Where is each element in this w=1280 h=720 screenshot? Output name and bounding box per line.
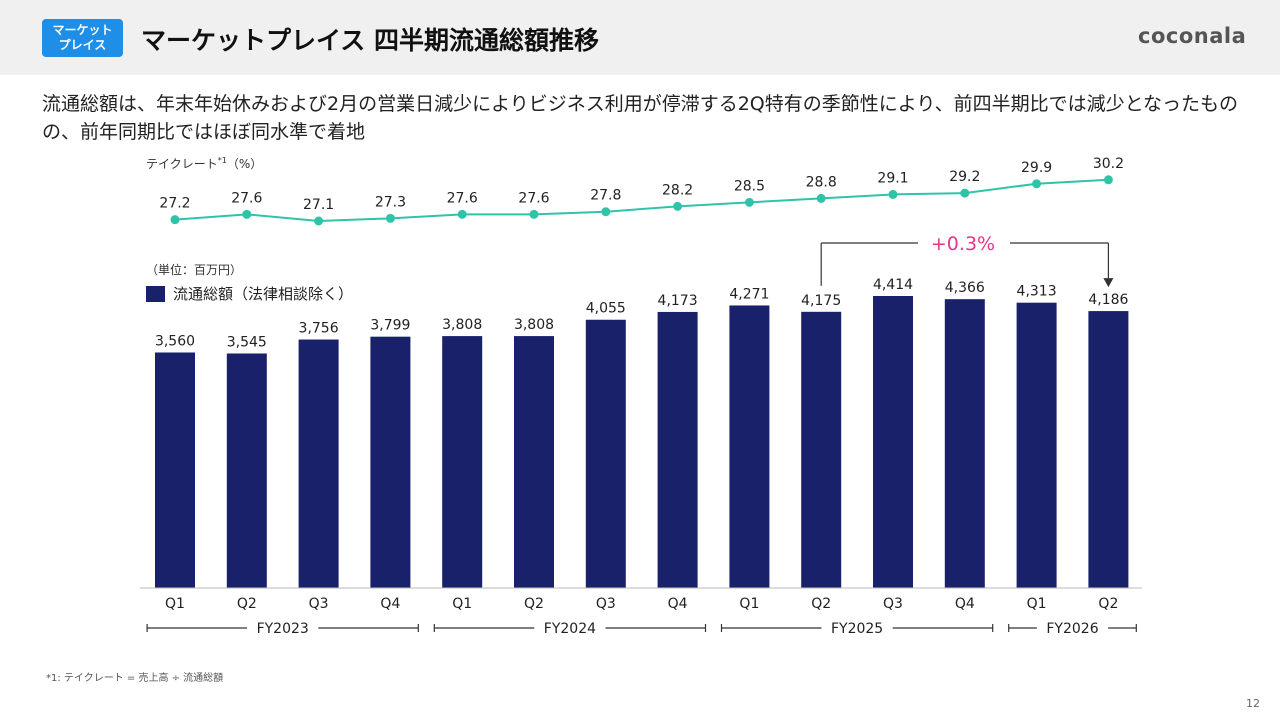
bar-value-label: 3,756	[299, 321, 339, 337]
footnote: *1: テイクレート = 売上高 ÷ 流通総額	[46, 673, 224, 684]
take-rate-point	[529, 209, 539, 219]
bar-14	[1088, 311, 1129, 588]
bar-value-label: 3,560	[155, 333, 195, 349]
take-rate-point	[385, 213, 395, 223]
annotation-arrow-head	[1103, 278, 1114, 288]
take-rate-value-label: 27.6	[518, 190, 549, 206]
bar-value-label: 4,175	[801, 293, 841, 309]
x-tick-label: Q3	[596, 596, 616, 612]
bar-value-label: 3,799	[370, 318, 410, 334]
bar-value-label: 4,366	[945, 280, 985, 296]
take-rate-value-label: 27.6	[447, 190, 478, 206]
take-rate-value-label: 30.2	[1093, 156, 1124, 172]
take-rate-point	[242, 209, 252, 219]
bar-value-label: 4,186	[1088, 292, 1128, 308]
x-tick-label: Q4	[380, 596, 400, 612]
take-rate-value-label: 29.2	[949, 169, 980, 185]
bar-9	[729, 305, 770, 588]
bar-4	[370, 336, 411, 588]
x-tick-label: Q4	[668, 596, 688, 612]
page-number: 12	[1246, 697, 1260, 710]
bar-10	[801, 311, 842, 588]
x-tick-label: Q2	[524, 596, 544, 612]
badge-line-2: プレイス	[58, 38, 107, 52]
take-rate-line	[174, 178, 1109, 223]
take-rate-value-label: 27.3	[375, 194, 406, 210]
fy-group-label: FY2023	[257, 621, 309, 637]
badge-line-1: マーケット	[52, 23, 113, 37]
bar-6	[514, 336, 554, 588]
take-rate-value-label: 28.5	[734, 178, 765, 194]
x-tick-label: Q1	[165, 596, 185, 612]
take-rate-value-label: 29.9	[1021, 160, 1052, 176]
bar-value-label: 3,545	[227, 334, 267, 350]
take-rate-value-label: 27.1	[303, 197, 334, 213]
yoy-annotation: +0.3%	[931, 233, 995, 255]
bar-value-label: 4,173	[658, 293, 698, 309]
x-tick-label: Q1	[452, 596, 472, 612]
section-badge: マーケット プレイス	[42, 19, 123, 57]
bar-value-label: 3,808	[442, 317, 482, 333]
bar-8	[657, 311, 698, 588]
take-rate-point	[314, 216, 324, 226]
headline-text: 流通総額は、年末年始休みおよび2月の営業日減少によりビジネス利用が停滞する2Q特…	[42, 93, 1239, 143]
bar-value-label: 4,055	[586, 301, 626, 317]
bar-11	[873, 296, 913, 588]
take-rate-point	[888, 189, 898, 199]
take-rate-label: テイクレート*1（%）	[146, 155, 262, 172]
take-rate-point	[673, 201, 683, 211]
unit-label: （単位：百万円）	[146, 263, 243, 277]
fy-group-label: FY2024	[544, 621, 596, 637]
x-tick-label: Q4	[955, 596, 975, 612]
x-tick-label: Q2	[237, 596, 257, 612]
chart-legend: 流通総額（法律相談除く）	[146, 283, 353, 304]
bar-13	[1016, 302, 1057, 588]
bar-value-label: 4,271	[729, 286, 769, 302]
take-rate-note-mark: *1	[217, 156, 227, 165]
take-rate-point	[816, 193, 826, 203]
take-rate-point	[457, 209, 467, 219]
take-rate-point	[170, 215, 180, 225]
fy-group-label: FY2025	[831, 621, 883, 637]
bar-value-label: 3,808	[514, 317, 554, 333]
take-rate-point	[960, 188, 970, 198]
take-rate-value-label: 27.2	[159, 196, 190, 212]
legend-swatch	[146, 285, 165, 302]
bar-1	[155, 352, 195, 588]
x-tick-label: Q3	[309, 596, 329, 612]
legend-label: 流通総額（法律相談除く）	[173, 285, 354, 303]
take-rate-point	[1032, 179, 1042, 189]
x-tick-label: Q2	[811, 596, 831, 612]
bar-value-label: 4,313	[1017, 284, 1057, 300]
take-rate-value-label: 29.1	[877, 170, 908, 186]
take-rate-point	[1103, 175, 1113, 185]
take-rate-point	[601, 207, 611, 217]
bar-12	[944, 299, 985, 588]
header-bar	[0, 0, 1280, 75]
take-rate-point	[744, 197, 754, 207]
x-tick-label: Q1	[739, 596, 759, 612]
take-rate-unit: （%）	[226, 157, 263, 171]
x-tick-label: Q2	[1098, 596, 1118, 612]
x-tick-label: Q1	[1027, 596, 1047, 612]
bar-7	[585, 319, 626, 588]
page-title: マーケットプレイス 四半期流通総額推移	[141, 26, 599, 55]
brand-logo: coconala	[1138, 24, 1247, 48]
take-rate-value-label: 28.8	[806, 174, 837, 190]
bar-2	[226, 353, 267, 588]
bar-value-label: 4,414	[873, 277, 913, 293]
x-tick-label: Q3	[883, 596, 903, 612]
fy-group-label: FY2026	[1046, 621, 1098, 637]
take-rate-label-text: テイクレート	[146, 157, 218, 171]
take-rate-value-label: 27.8	[590, 188, 621, 204]
take-rate-value-label: 28.2	[662, 182, 693, 198]
bar-3	[298, 339, 339, 588]
take-rate-value-label: 27.6	[231, 190, 262, 206]
bar-5	[442, 336, 483, 588]
